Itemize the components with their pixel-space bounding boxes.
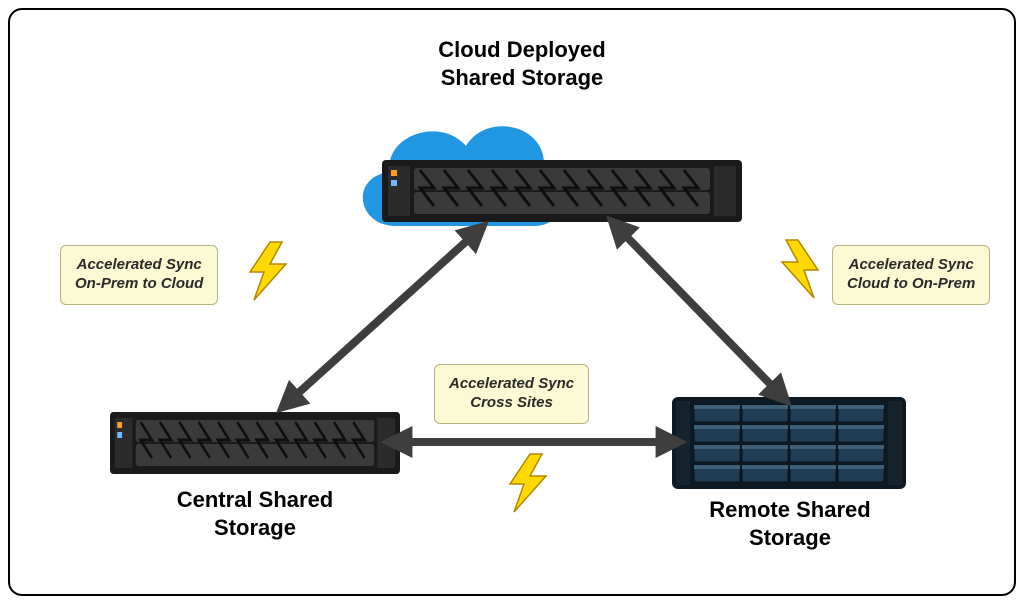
bolt-icon-left [244, 242, 292, 304]
bolt-icon-right [776, 240, 824, 302]
diagram-frame: Cloud DeployedShared Storage Central Sha… [8, 8, 1016, 596]
title-remote: Remote SharedStorage [650, 496, 930, 551]
callout-right: Accelerated Sync Cloud to On-Prem [832, 245, 990, 305]
callout-center: Accelerated Sync Cross Sites [434, 364, 589, 424]
callout-right-line2: Cloud to On-Prem [847, 275, 975, 292]
title-central: Central SharedStorage [115, 486, 395, 541]
callout-left-line2: On-Prem to Cloud [75, 275, 203, 292]
callout-left: Accelerated Sync On-Prem to Cloud [60, 245, 218, 305]
callout-left-line1: Accelerated Sync [77, 256, 202, 273]
callout-right-line1: Accelerated Sync [849, 256, 974, 273]
bolt-icon-bottom [504, 454, 552, 516]
callout-center-line2: Cross Sites [470, 394, 553, 411]
title-cloud: Cloud DeployedShared Storage [372, 36, 672, 91]
callout-center-line1: Accelerated Sync [449, 375, 574, 392]
